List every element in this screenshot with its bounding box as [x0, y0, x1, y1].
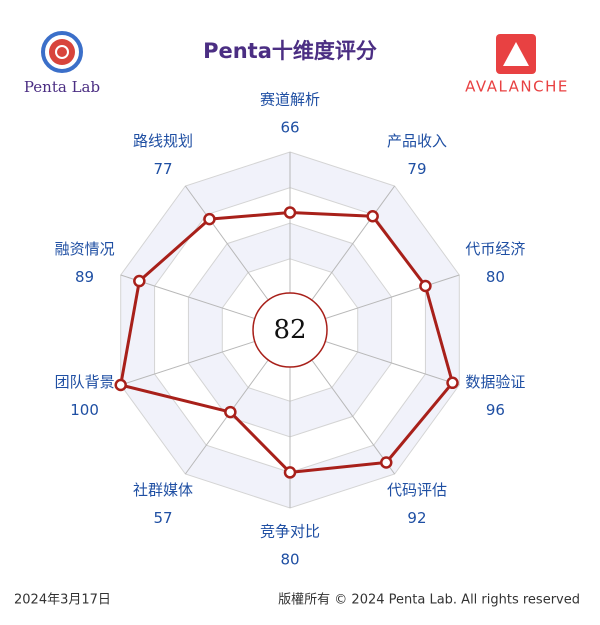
total-score: 82 — [273, 315, 306, 345]
value-label: 80 — [280, 551, 299, 569]
date: 2024年3月17日 — [14, 593, 111, 608]
score-point — [366, 209, 379, 223]
penta-logo — [41, 31, 83, 73]
score-point — [283, 466, 297, 479]
value-label: 77 — [153, 160, 172, 178]
logo-glyph — [503, 42, 529, 66]
score-point — [283, 206, 297, 219]
value-label: 79 — [407, 160, 426, 178]
axis-label: 产品收入 — [387, 132, 447, 150]
avalanche-logo — [496, 34, 536, 74]
value-label: 100 — [70, 401, 99, 419]
logo-core — [49, 39, 75, 65]
value-label: 92 — [407, 509, 426, 527]
score-point — [446, 376, 459, 390]
score-point — [224, 405, 237, 419]
axis-label: 竞争对比 — [260, 523, 320, 541]
value-label: 80 — [486, 268, 505, 286]
score-point — [380, 456, 393, 469]
axis-label: 路线规划 — [133, 132, 193, 150]
axis-label: 社群媒体 — [133, 481, 193, 499]
logo-mark — [55, 45, 69, 59]
score-point — [203, 212, 216, 226]
logo-ring — [41, 31, 83, 73]
partner: AVALANCHE — [465, 78, 569, 96]
value-label: 57 — [153, 509, 172, 527]
axis-label: 代币经济 — [465, 240, 525, 258]
value-label: 66 — [280, 119, 299, 137]
chart-title: Penta十维度评分 — [203, 39, 377, 63]
score-point — [114, 378, 127, 392]
score-point — [419, 279, 432, 293]
value-label: 96 — [486, 401, 505, 419]
score-point — [133, 274, 146, 288]
axis-label: 团队背景 — [55, 373, 115, 391]
axis-label: 数据验证 — [465, 373, 525, 391]
brand: Penta Lab — [24, 78, 100, 96]
plot: 赛道解析 66 产品收入 79 代币经济 80 数据验证 96 代码评估 92 竞争对比 80 社群媒体… — [55, 91, 526, 569]
axis-label: 赛道解析 — [260, 91, 320, 109]
axis-label: 代码评估 — [387, 481, 447, 499]
value-label: 89 — [75, 268, 94, 286]
axis-label: 融资情况 — [55, 240, 115, 258]
copyright: 版權所有 © 2024 Penta Lab. All rights reserv… — [278, 593, 580, 608]
score-badge — [252, 292, 328, 368]
